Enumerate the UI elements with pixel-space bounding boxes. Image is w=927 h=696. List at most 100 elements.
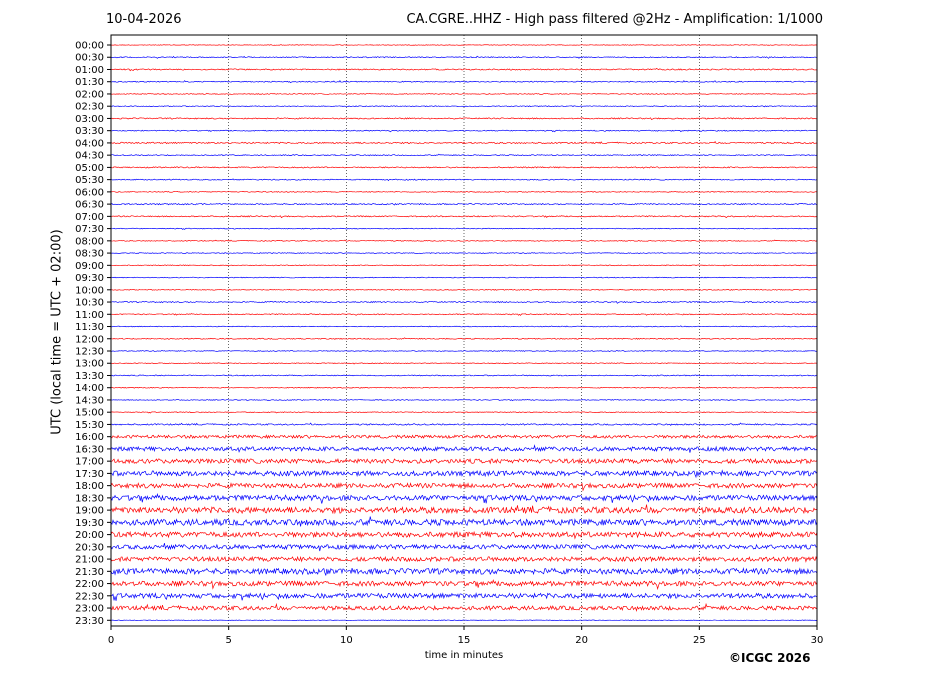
trace-0430 (110, 153, 818, 157)
trace-2100 (110, 555, 818, 563)
y-tick-label: 21:30 (75, 567, 104, 578)
y-tick-label: 21:00 (75, 555, 104, 566)
trace-1430 (110, 399, 818, 402)
x-tick-label: 25 (693, 635, 706, 646)
y-tick-label: 15:00 (75, 408, 104, 419)
y-tick-label: 20:00 (75, 530, 104, 541)
trace-0130 (110, 80, 818, 84)
trace-1230 (110, 350, 818, 352)
y-tick-label: 20:30 (75, 542, 104, 553)
y-tick-label: 17:00 (75, 457, 104, 468)
y-tick-label: 09:30 (75, 273, 104, 284)
y-tick-label: 15:30 (75, 420, 104, 431)
trace-1600 (110, 434, 818, 440)
y-tick-label: 23:30 (75, 616, 104, 627)
trace-0930 (110, 276, 818, 279)
x-tick-label: 30 (811, 635, 824, 646)
y-tick-label: 22:30 (75, 591, 104, 602)
trace-1700 (110, 457, 818, 465)
trace-1630 (110, 444, 818, 453)
y-tick-label: 10:30 (75, 298, 104, 309)
y-tick-label: 08:30 (75, 249, 104, 260)
copyright-label: ©ICGC 2026 (729, 651, 811, 665)
traces-group (110, 44, 818, 621)
x-tick-label: 10 (340, 635, 353, 646)
y-tick-label: 13:30 (75, 371, 104, 382)
trace-1530 (110, 422, 818, 426)
trace-0400 (110, 141, 818, 145)
trace-1100 (110, 313, 818, 316)
trace-1000 (110, 288, 818, 291)
trace-0900 (110, 264, 818, 267)
x-axis-label: time in minutes (424, 650, 504, 661)
y-tick-label: 16:00 (75, 432, 104, 443)
y-tick-label: 19:30 (75, 518, 104, 529)
trace-0600 (110, 191, 818, 193)
trace-0700 (110, 215, 818, 219)
y-tick-label: 09:00 (75, 261, 104, 272)
chart-title: CA.CGRE..HHZ - High pass filtered @2Hz -… (406, 12, 823, 27)
y-tick-label: 00:00 (75, 41, 104, 52)
y-tick-label: 18:30 (75, 493, 104, 504)
trace-1130 (110, 325, 818, 328)
y-tick-label: 03:00 (75, 114, 104, 125)
trace-1800 (110, 482, 818, 492)
y-tick-label: 07:30 (75, 224, 104, 235)
y-tick-label: 22:00 (75, 579, 104, 590)
trace-0300 (110, 117, 818, 121)
y-tick-label: 19:00 (75, 506, 104, 517)
trace-1030 (110, 300, 818, 304)
trace-0000 (110, 44, 818, 46)
x-tick-label: 20 (575, 635, 588, 646)
y-tick-label: 05:00 (75, 163, 104, 174)
x-ticks: 0 5 10 15 20 25 30 (108, 626, 824, 646)
trace-0800 (110, 239, 818, 242)
x-tick-label: 0 (108, 635, 114, 646)
y-tick-label: 12:30 (75, 347, 104, 358)
y-tick-label: 08:00 (75, 236, 104, 247)
y-tick-label: 01:00 (75, 65, 104, 76)
y-tick-label: 11:00 (75, 310, 104, 321)
x-tick-label: 15 (458, 635, 471, 646)
trace-2200 (110, 579, 818, 591)
trace-1330 (110, 374, 818, 377)
trace-2130 (110, 567, 818, 576)
y-tick-label: 11:30 (75, 322, 104, 333)
trace-1300 (110, 362, 818, 365)
y-tick-label: 16:30 (75, 444, 104, 455)
y-tick-label: 06:30 (75, 200, 104, 211)
trace-0100 (110, 67, 818, 72)
y-tick-label: 23:00 (75, 604, 104, 615)
y-tick-label: 01:30 (75, 77, 104, 88)
trace-2030 (110, 543, 818, 552)
trace-1900 (110, 504, 818, 515)
trace-2300 (110, 602, 818, 613)
grid-lines (228, 35, 700, 626)
trace-2330 (110, 619, 818, 621)
y-tick-label: 02:30 (75, 102, 104, 113)
y-tick-label: 07:00 (75, 212, 104, 223)
y-tick-label: 14:00 (75, 383, 104, 394)
trace-1400 (110, 386, 818, 389)
y-tick-label: 18:00 (75, 481, 104, 492)
trace-1500 (110, 411, 818, 414)
date-label: 10-04-2026 (106, 12, 182, 27)
y-tick-label: 05:30 (75, 175, 104, 186)
trace-0230 (110, 105, 818, 108)
y-tick-label: 06:00 (75, 187, 104, 198)
trace-0030 (110, 55, 818, 59)
trace-0530 (110, 178, 818, 182)
y-tick-label: 04:00 (75, 138, 104, 149)
y-tick-label: 12:00 (75, 334, 104, 345)
y-tick-label: 03:30 (75, 126, 104, 137)
trace-1930 (110, 516, 818, 527)
trace-1200 (110, 337, 818, 340)
trace-0200 (110, 92, 818, 95)
y-tick-label: 13:00 (75, 359, 104, 370)
trace-1730 (110, 469, 818, 479)
y-tick-label: 17:30 (75, 469, 104, 480)
trace-1830 (110, 493, 818, 504)
y-tick-label: 02:00 (75, 89, 104, 100)
trace-2230 (110, 592, 818, 601)
